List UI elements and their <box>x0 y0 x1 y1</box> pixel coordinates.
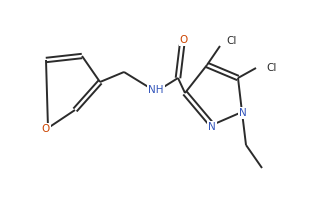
Text: O: O <box>42 124 50 134</box>
Text: N: N <box>208 122 216 132</box>
Text: Cl: Cl <box>227 36 237 46</box>
Text: N: N <box>239 108 247 118</box>
Text: NH: NH <box>148 85 164 95</box>
Text: Cl: Cl <box>267 63 277 73</box>
Text: O: O <box>180 35 188 45</box>
